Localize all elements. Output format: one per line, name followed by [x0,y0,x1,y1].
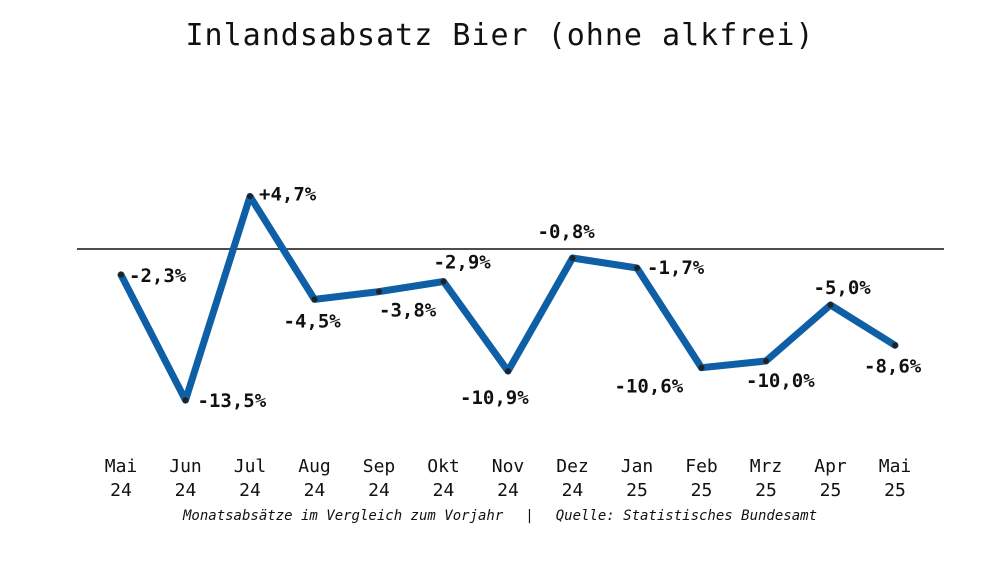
footnote-source: Quelle: Statistisches Bundesamt [555,508,818,524]
data-label: -1,7% [647,257,705,279]
x-tick-month: Jul [234,456,267,477]
data-label: -0,8% [538,221,596,243]
x-tick-month: Sep [363,456,396,477]
x-tick-month: Mrz [750,456,783,477]
footnote: Monatsabsätze im Vergleich zum Vorjahr | Q… [0,508,1000,524]
x-tick-year: 24 [562,480,584,501]
x-tick-year: 25 [755,480,777,501]
data-point [892,342,898,349]
data-point [634,265,640,272]
data-point [505,368,511,375]
data-label: -4,5% [284,310,342,332]
data-point [440,278,447,285]
x-tick-year: 25 [626,480,648,501]
data-point [827,302,834,308]
x-tick-year: 24 [239,480,261,501]
data-point [247,193,253,200]
data-label: -10,6% [615,376,684,398]
data-point [118,271,124,278]
data-label: -5,0% [814,277,872,299]
x-tick-year: 24 [433,480,455,501]
x-tick-year: 25 [884,480,906,501]
x-tick-year: 24 [497,480,519,501]
data-point [182,397,189,404]
x-tick-month: Apr [814,456,847,477]
x-tick-year: 24 [110,480,132,501]
data-point [569,254,576,261]
x-tick-year: 25 [691,480,713,501]
x-tick-year: 24 [175,480,197,501]
x-tick-month: Aug [298,456,331,477]
x-tick-month: Mai [879,456,912,477]
data-point [698,364,705,371]
x-tick-month: Nov [492,456,525,477]
footnote-description: Monatsabsätze im Vergleich zum Vorjahr [182,508,504,524]
data-point [376,288,382,295]
x-tick-year: 25 [820,480,842,501]
footnote-separator: | [525,508,534,524]
data-label: -2,9% [434,251,492,273]
data-label: -2,3% [129,265,187,287]
data-label: -3,8% [379,300,437,322]
data-label: +4,7% [259,183,317,205]
x-tick-month: Okt [427,456,460,477]
data-point [763,358,769,364]
x-tick-year: 24 [304,480,326,501]
data-label: -13,5% [198,390,267,412]
x-tick-year: 24 [368,480,390,501]
x-tick-month: Feb [685,456,718,477]
data-point [311,296,318,303]
x-tick-month: Dez [556,456,589,477]
chart-title: Inlandsabsatz Bier (ohne alkfrei) [185,18,815,53]
x-tick-month: Jan [621,456,654,477]
x-tick-month: Jun [169,456,202,477]
data-label: -10,0% [746,370,815,392]
x-tick-month: Mai [105,456,138,477]
data-label: -10,9% [460,387,529,409]
data-label: -8,6% [864,355,922,377]
